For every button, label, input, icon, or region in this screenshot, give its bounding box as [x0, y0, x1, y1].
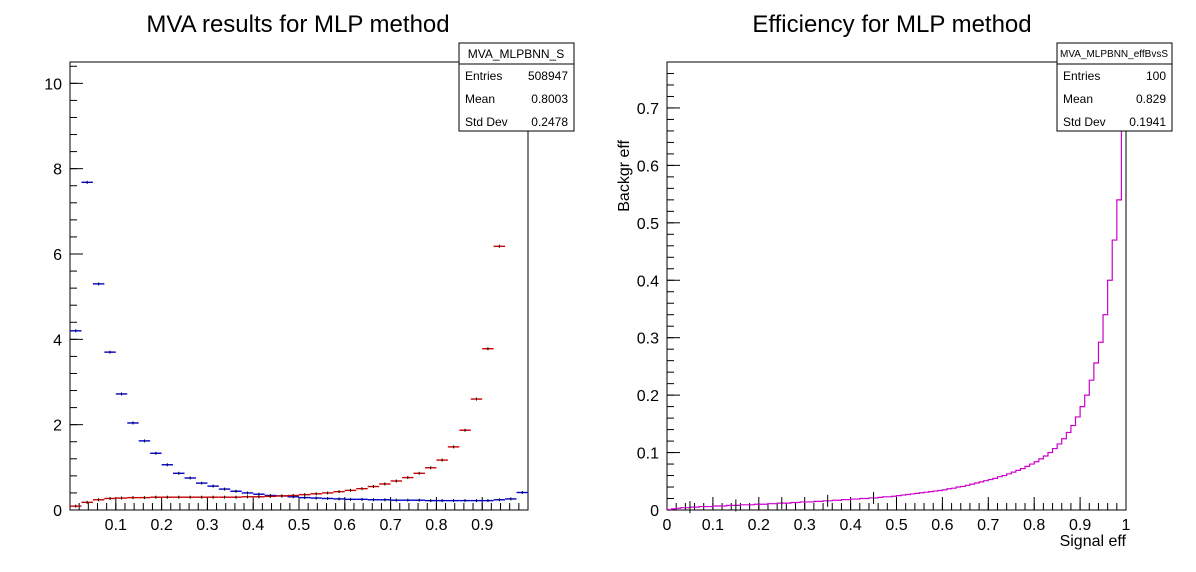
- stats-label-stddev: Std Dev: [465, 115, 508, 129]
- x-tick-label: 0: [663, 517, 672, 534]
- mva-results-panel: MVA results for MLP method 0.1 0.2 0.3 0.4 0…: [44, 11, 575, 534]
- chart-title: MVA results for MLP method: [146, 11, 449, 38]
- x-tick-label: 0.6: [334, 517, 356, 534]
- y-tick-label: 0.2: [637, 388, 659, 405]
- y-tick-label: 0.6: [637, 158, 659, 175]
- stats-label-mean: Mean: [465, 92, 495, 106]
- plot-area: 0 0.1 0.2 0.3 0.4 0.5 0.6 0.7 0.8 0.9 1 0 0.1 0.2 0.3 0…: [637, 61, 1131, 534]
- stats-value-stddev: 0.2478: [531, 115, 568, 129]
- y-tick-label: 4: [53, 332, 62, 349]
- y-tick-label: 0.5: [637, 216, 659, 233]
- x-tick-label: 0.1: [105, 517, 127, 534]
- stats-label-entries: Entries: [465, 69, 502, 83]
- stats-label-stddev: Std Dev: [1063, 115, 1106, 129]
- x-tick-label: 0.3: [794, 517, 816, 534]
- stats-value-mean: 0.829: [1136, 92, 1166, 106]
- x-tick-label: 0.8: [1023, 517, 1045, 534]
- x-tick-label: 0.5: [288, 517, 310, 534]
- stats-box-name: MVA_MLPBNN_S: [468, 47, 564, 61]
- y-tick-label: 2: [53, 418, 62, 435]
- y-tick-label: 0: [53, 503, 62, 520]
- x-tick-label: 0.3: [196, 517, 218, 534]
- stats-value-mean: 0.8003: [531, 92, 568, 106]
- x-tick-label: 0.9: [471, 517, 493, 534]
- y-tick-label: 0.4: [637, 273, 659, 290]
- x-tick-label: 0.1: [702, 517, 724, 534]
- stats-label-mean: Mean: [1063, 92, 1093, 106]
- stats-box: MVA_MLPBNN_S Entries 508947 Mean 0.8003 …: [458, 42, 575, 132]
- x-tick-label: 0.5: [885, 517, 907, 534]
- y-axis-label: Backgr eff: [616, 139, 633, 211]
- stats-value-entries: 100: [1146, 69, 1166, 83]
- x-tick-label: 0.2: [150, 517, 172, 534]
- x-tick-label: 0.7: [379, 517, 401, 534]
- stats-box: MVA_MLPBNN_effBvsS Entries 100 Mean 0.82…: [1056, 42, 1173, 132]
- x-tick-label: 0.2: [748, 517, 770, 534]
- y-tick-label: 6: [53, 247, 62, 264]
- y-tick-label: 10: [44, 76, 62, 93]
- stats-box-frame: [1056, 42, 1173, 132]
- x-axis-label: Signal eff: [1060, 533, 1127, 550]
- efficiency-panel: Efficiency for MLP method 0 0.1 0.2 0.3 0.4 0…: [616, 11, 1173, 550]
- x-tick-label: 0.9: [1069, 517, 1091, 534]
- x-tick-label: 0.6: [931, 517, 953, 534]
- y-tick-label: 0: [650, 503, 659, 520]
- efficiency-step-line: [667, 95, 1126, 511]
- stats-box-name: MVA_MLPBNN_effBvsS: [1060, 49, 1168, 60]
- stats-value-stddev: 0.1941: [1129, 115, 1166, 129]
- x-tick-label: 1: [1122, 517, 1131, 534]
- x-tick-label: 0.7: [977, 517, 999, 534]
- y-tick-label: 0.3: [637, 331, 659, 348]
- x-tick-label: 0.8: [425, 517, 447, 534]
- x-tick-label: 0.4: [242, 517, 264, 534]
- plot-area: 0.1 0.2 0.3 0.4 0.5 0.6 0.7 0.8 0.9 0 2 4 6 8 10: [44, 61, 529, 534]
- stats-box-frame: [458, 42, 575, 132]
- y-tick-label: 0.1: [637, 446, 659, 463]
- stats-value-entries: 508947: [528, 69, 568, 83]
- chart-title: Efficiency for MLP method: [752, 11, 1031, 38]
- stats-label-entries: Entries: [1063, 69, 1100, 83]
- y-tick-label: 8: [53, 162, 62, 179]
- x-tick-label: 0.4: [839, 517, 861, 534]
- y-tick-label: 0.7: [637, 101, 659, 118]
